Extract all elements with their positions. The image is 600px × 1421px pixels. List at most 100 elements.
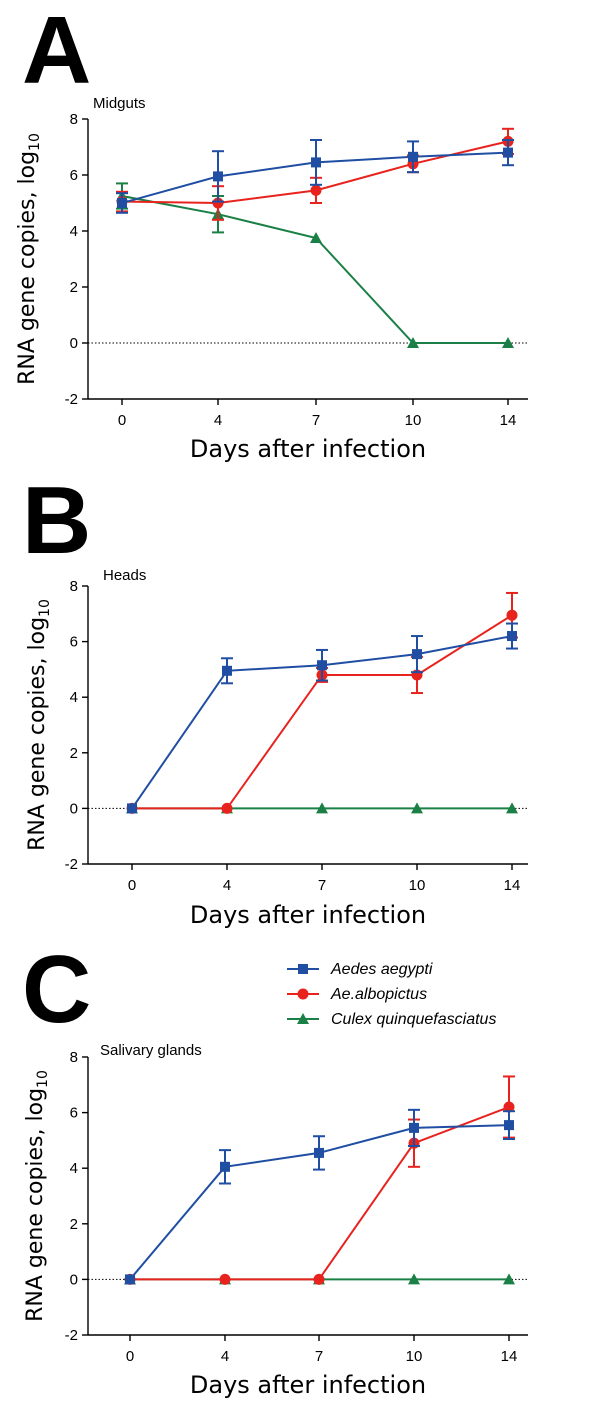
legend-label: Aedes aegypti [330,961,433,978]
data-point [219,1273,231,1285]
data-point [310,184,322,196]
x-tick-label: 0 [126,1348,134,1365]
y-tick-label: 0 [70,1271,78,1288]
data-point [313,1273,325,1285]
chart-title: Salivary glands [100,1042,202,1059]
data-point [314,1147,324,1158]
x-axis-label: Days after infection [190,1371,426,1399]
y-axis-label: RNA gene copies, log10 [25,599,53,851]
data-point [407,337,419,348]
y-tick-label: 0 [70,800,78,817]
data-point [408,151,418,162]
data-point [503,147,513,158]
y-axis-label: RNA gene copies, log10 [15,133,43,385]
data-point [213,171,223,182]
chart-title: Heads [103,567,146,584]
x-tick-label: 10 [405,412,422,429]
y-tick-label: 2 [70,745,78,762]
legend-marker [297,988,309,1000]
x-tick-label: 0 [118,412,126,429]
x-tick-label: 7 [315,1348,323,1365]
x-tick-label: 14 [500,412,517,429]
series-line [130,1106,510,1281]
series-culex-quinquefasciatus [116,182,514,348]
y-axis-label-subscript: 10 [37,599,53,617]
y-tick-label: -2 [65,856,78,873]
y-axis-label-subscript: 10 [27,133,43,151]
data-point [504,1120,514,1131]
legend-marker [297,1013,309,1024]
y-tick-label: 4 [70,223,78,240]
y-tick-label: 2 [70,279,78,296]
panel-label: C [22,936,91,1043]
y-tick-label: 6 [70,1105,78,1122]
data-point [311,157,321,168]
series-aedes-aegypti [116,139,514,214]
x-tick-label: 0 [128,877,136,894]
data-point [222,665,232,676]
x-tick-label: 4 [223,877,231,894]
y-tick-label: -2 [65,391,78,408]
panel-label: A [22,0,91,104]
y-tick-label: 6 [70,167,78,184]
data-point [506,802,518,814]
y-tick-label: 2 [70,1216,78,1233]
data-point [221,802,233,814]
y-axis-label: RNA gene copies, log10 [23,1070,51,1322]
x-axis-label: Days after infection [190,901,426,929]
series-line [132,614,513,810]
legend: Aedes aegypti Ae.albopictus Culex quinquef… [287,961,496,1028]
y-axis-label-main: RNA gene copies, log [23,1088,48,1322]
data-point [125,1274,135,1285]
series-aedes-aegypti [127,622,518,814]
data-point [503,1101,515,1113]
y-tick-label: 8 [70,1049,78,1066]
x-tick-label: 10 [406,1348,423,1365]
y-axis-label-main: RNA gene copies, log [15,151,40,385]
legend-label: Ae.albopictus [330,986,427,1003]
y-tick-label: -2 [65,1327,78,1344]
x-tick-label: 7 [312,412,320,429]
y-tick-label: 4 [70,689,78,706]
legend-item: Culex quinquefasciatus [287,1011,496,1028]
y-axis-label-subscript: 10 [35,1070,51,1088]
legend-marker [298,964,308,974]
y-tick-label: 0 [70,335,78,352]
data-point [409,1122,419,1133]
data-point [411,802,423,814]
x-tick-label: 14 [504,877,521,894]
series-ae-albopictus [124,1075,515,1285]
data-point [506,609,518,621]
legend-item: Aedes aegypti [287,961,433,978]
x-tick-label: 7 [318,877,326,894]
x-tick-label: 4 [214,412,222,429]
data-point [316,802,328,814]
series-aedes-aegypti [125,1108,515,1285]
y-tick-label: 8 [70,578,78,595]
data-point [502,337,514,348]
data-point [503,1273,515,1285]
series-line [121,195,508,344]
x-tick-label: 10 [409,877,426,894]
data-point [220,1161,230,1172]
data-point [507,631,517,642]
data-point [310,232,322,243]
legend-item: Ae.albopictus [287,986,427,1003]
panel-label: B [22,467,91,574]
x-tick-label: 4 [221,1348,229,1365]
data-point [412,649,422,660]
legend-label: Culex quinquefasciatus [331,1011,496,1028]
y-tick-label: 4 [70,1160,78,1177]
data-point [212,197,224,209]
y-axis-label-main: RNA gene copies, log [25,617,50,851]
panel-a: A Midguts -2 0 2 4 6 8 0 4 7 10 14 RNA gene copies, l… [15,0,528,463]
panel-c: C Salivary glands -2 0 2 4 6 8 0 4 7 10 14 RNA gene c… [22,936,528,1399]
y-tick-label: 6 [70,634,78,651]
chart-title: Midguts [93,95,146,112]
panel-b: B Heads -2 0 2 4 6 8 0 4 7 10 14 RNA gene copies, log… [22,467,528,929]
data-point [127,803,137,814]
data-point [317,660,327,671]
x-axis-label: Days after infection [190,435,426,463]
y-tick-label: 8 [70,111,78,128]
